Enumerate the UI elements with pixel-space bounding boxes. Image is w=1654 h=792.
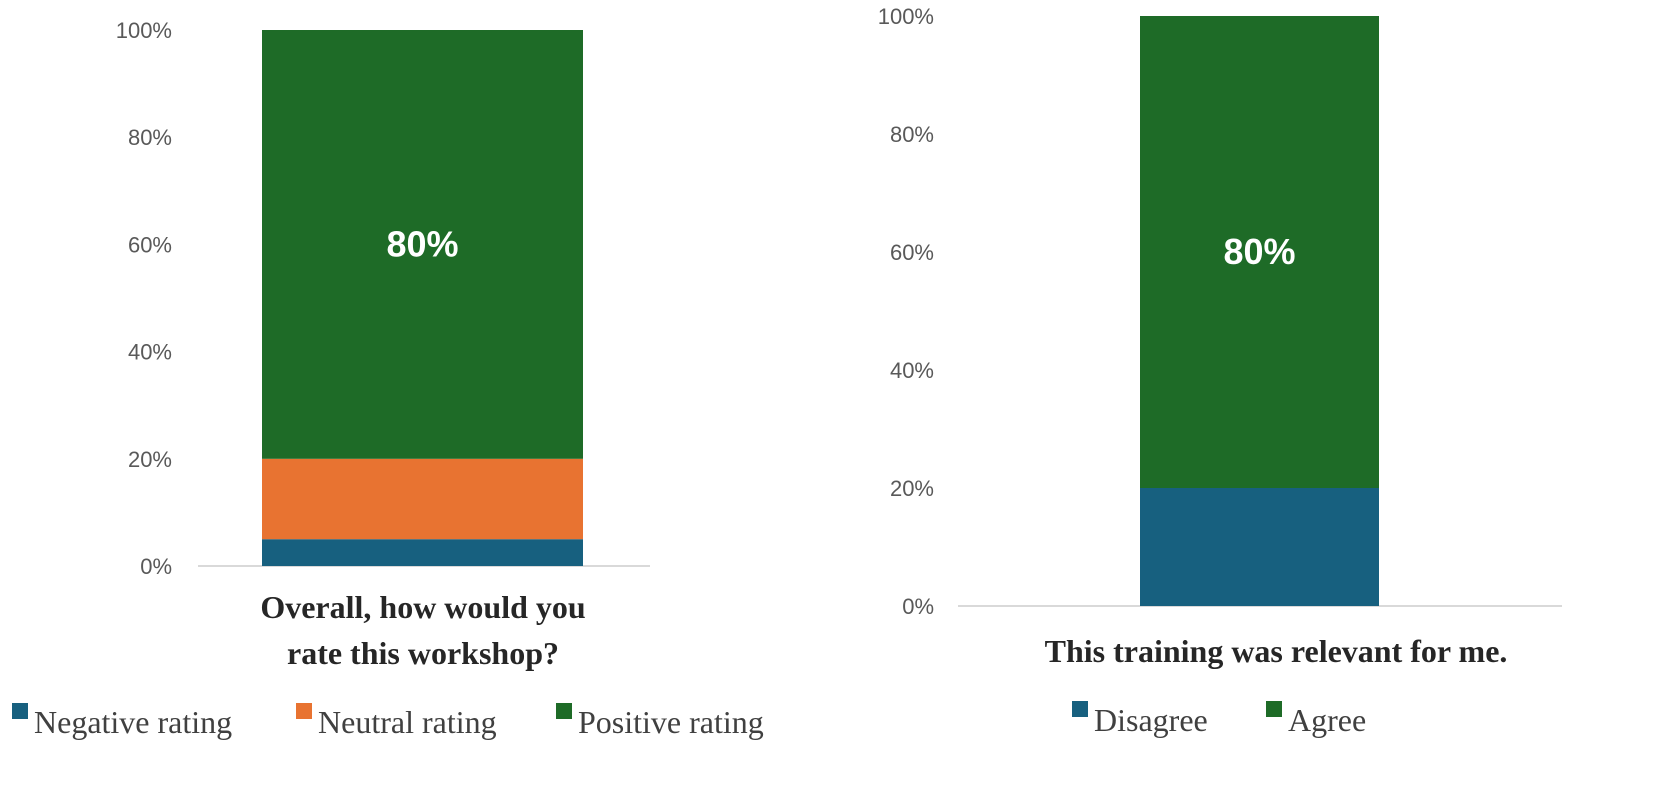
category-label: rate this workshop? [287,635,559,671]
y-tick-label: 40% [890,358,934,383]
legend-swatch [1266,701,1282,717]
bar-segment-disagree [1140,488,1379,606]
y-tick-label: 60% [128,232,172,257]
data-label: 80% [1223,231,1295,272]
legend-swatch [296,703,312,719]
legend-label: Neutral rating [318,704,497,740]
legend-label: Agree [1288,702,1366,738]
legend-label: Negative rating [34,704,232,740]
y-tick-label: 100% [116,18,172,43]
chart-workshop-rating: 0% 20% 40% 60% 80% 100% 80% Overall, how would … [12,18,764,740]
category-label: This training was relevant for me. [1045,633,1508,669]
y-tick-label: 0% [140,554,172,579]
bar-segment-neutral-rating [262,458,583,540]
y-tick-label: 60% [890,240,934,265]
legend-label: Disagree [1094,702,1208,738]
data-label: 80% [386,223,458,264]
bar-segment-agree [1140,16,1379,488]
bar-segment-negative-rating [262,539,583,566]
y-tick-label: 20% [890,476,934,501]
y-tick-label: 80% [128,125,172,150]
legend-swatch [12,703,28,719]
legend-swatch [1072,701,1088,717]
bar-segment-positive-rating [262,30,583,459]
category-label: Overall, how would you [260,589,585,625]
legend-label: Positive rating [578,704,764,740]
y-tick-label: 0% [902,594,934,619]
y-tick-label: 20% [128,447,172,472]
legend-swatch [556,703,572,719]
y-tick-label: 100% [878,4,934,29]
chart-training-relevance: 0% 20% 40% 60% 80% 100% 80% This training was r… [878,4,1562,738]
y-tick-label: 40% [128,340,172,365]
y-tick-label: 80% [890,122,934,147]
